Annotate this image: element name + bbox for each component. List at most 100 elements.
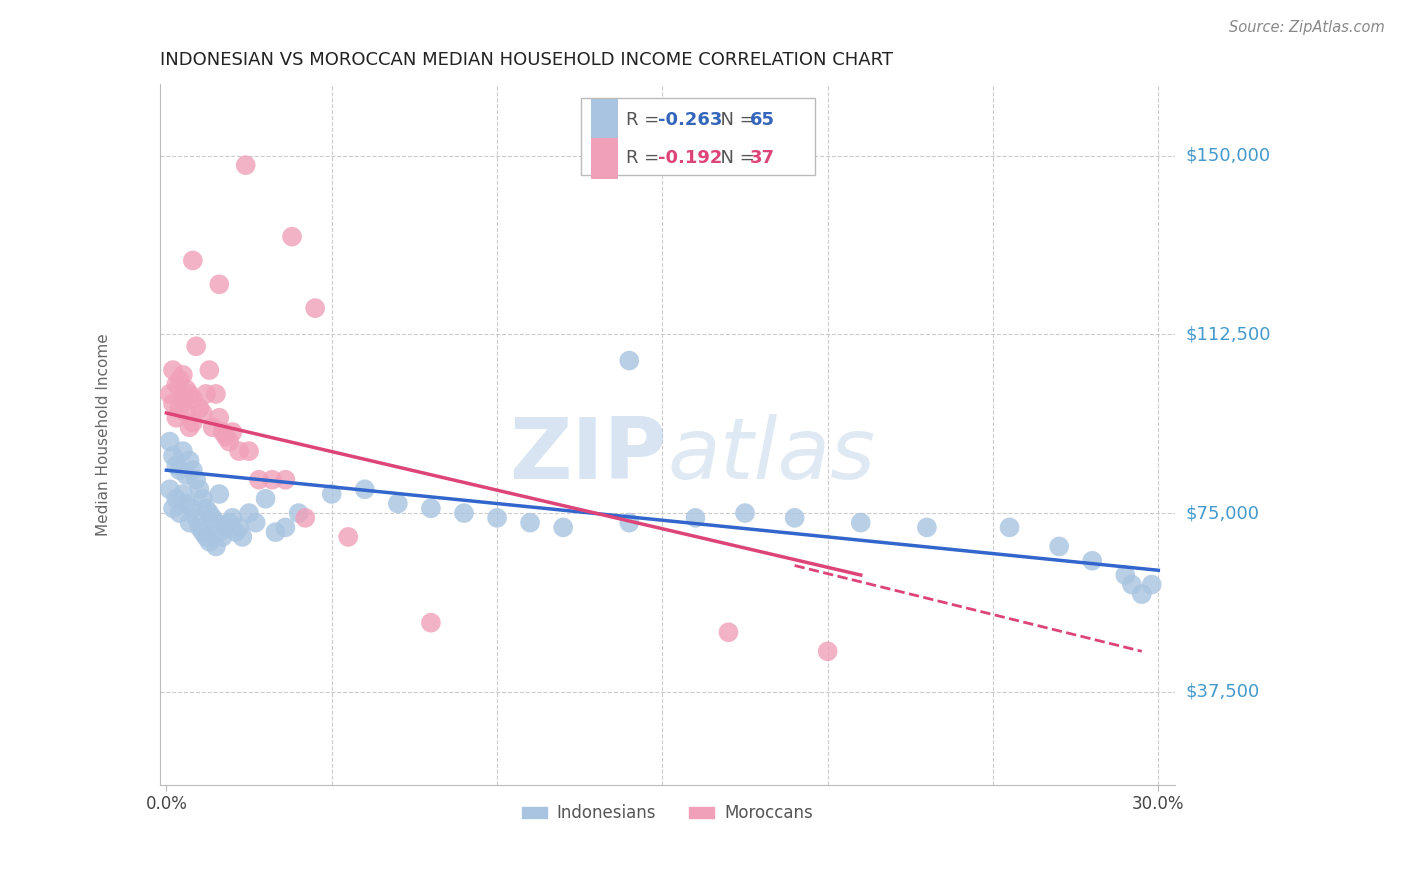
Text: N =: N = [709, 149, 761, 168]
Point [181, 501, 204, 516]
Point [191, 525, 214, 540]
Point [162, 396, 184, 410]
Text: -0.263: -0.263 [658, 111, 723, 128]
Point [353, 482, 375, 496]
Point [231, 530, 253, 544]
Point [685, 511, 707, 525]
Point [274, 520, 297, 534]
Point [179, 387, 201, 401]
Point [274, 473, 297, 487]
Point [238, 506, 260, 520]
Point [165, 377, 187, 392]
Point [221, 425, 243, 439]
Point [262, 473, 284, 487]
Point [172, 368, 194, 382]
Point [162, 363, 184, 377]
Point [553, 520, 575, 534]
Point [215, 520, 238, 534]
Point [519, 516, 541, 530]
Text: $150,000: $150,000 [1187, 146, 1271, 165]
Point [205, 387, 228, 401]
Text: Median Household Income: Median Household Income [97, 333, 111, 536]
Point [172, 392, 194, 406]
Text: Source: ZipAtlas.com: Source: ZipAtlas.com [1229, 20, 1385, 35]
Point [211, 530, 233, 544]
Point [188, 401, 211, 416]
Point [198, 534, 221, 549]
Point [181, 392, 204, 406]
Text: 65: 65 [749, 111, 775, 128]
Point [195, 387, 218, 401]
Point [235, 158, 257, 172]
Point [1081, 554, 1104, 568]
Point [208, 277, 231, 292]
Point [165, 410, 187, 425]
Point [453, 506, 475, 520]
Point [162, 449, 184, 463]
FancyBboxPatch shape [591, 99, 617, 140]
Point [174, 467, 197, 482]
Point [181, 253, 204, 268]
Point [172, 487, 194, 501]
Point [1047, 540, 1070, 554]
Point [419, 501, 441, 516]
Point [783, 511, 806, 525]
Point [247, 473, 270, 487]
Point [198, 506, 221, 520]
Point [174, 406, 197, 420]
Point [486, 511, 509, 525]
Point [817, 644, 839, 658]
Point [159, 387, 181, 401]
Point [321, 487, 343, 501]
Point [165, 458, 187, 473]
Point [181, 463, 204, 477]
Point [195, 501, 218, 516]
Legend: Indonesians, Moroccans: Indonesians, Moroccans [515, 797, 820, 829]
Point [218, 434, 240, 449]
Point [208, 525, 231, 540]
Point [208, 487, 231, 501]
Point [205, 540, 228, 554]
Text: $75,000: $75,000 [1187, 504, 1260, 522]
Point [228, 520, 250, 534]
Point [221, 511, 243, 525]
Point [998, 520, 1021, 534]
Point [191, 491, 214, 506]
Point [208, 410, 231, 425]
Point [179, 453, 201, 467]
Point [174, 382, 197, 396]
Point [717, 625, 740, 640]
Text: ZIP: ZIP [509, 414, 668, 497]
Point [191, 406, 214, 420]
Point [304, 301, 326, 315]
Point [849, 516, 872, 530]
Text: atlas: atlas [668, 414, 876, 497]
Point [184, 473, 207, 487]
Point [201, 420, 224, 434]
Point [254, 491, 277, 506]
Point [225, 525, 247, 540]
Point [181, 416, 204, 430]
Point [179, 420, 201, 434]
Point [264, 525, 287, 540]
Point [215, 430, 238, 444]
Point [198, 363, 221, 377]
Text: $37,500: $37,500 [1187, 682, 1260, 701]
Point [1114, 568, 1136, 582]
Point [169, 506, 191, 520]
Text: 37: 37 [749, 149, 775, 168]
Point [218, 516, 240, 530]
Point [188, 482, 211, 496]
Point [1140, 577, 1163, 591]
Point [159, 434, 181, 449]
Text: R =: R = [626, 149, 665, 168]
Point [205, 516, 228, 530]
FancyBboxPatch shape [591, 137, 617, 179]
Point [159, 482, 181, 496]
Point [294, 511, 316, 525]
Point [387, 497, 409, 511]
Point [172, 444, 194, 458]
Point [1130, 587, 1153, 601]
Point [188, 520, 211, 534]
Point [162, 501, 184, 516]
